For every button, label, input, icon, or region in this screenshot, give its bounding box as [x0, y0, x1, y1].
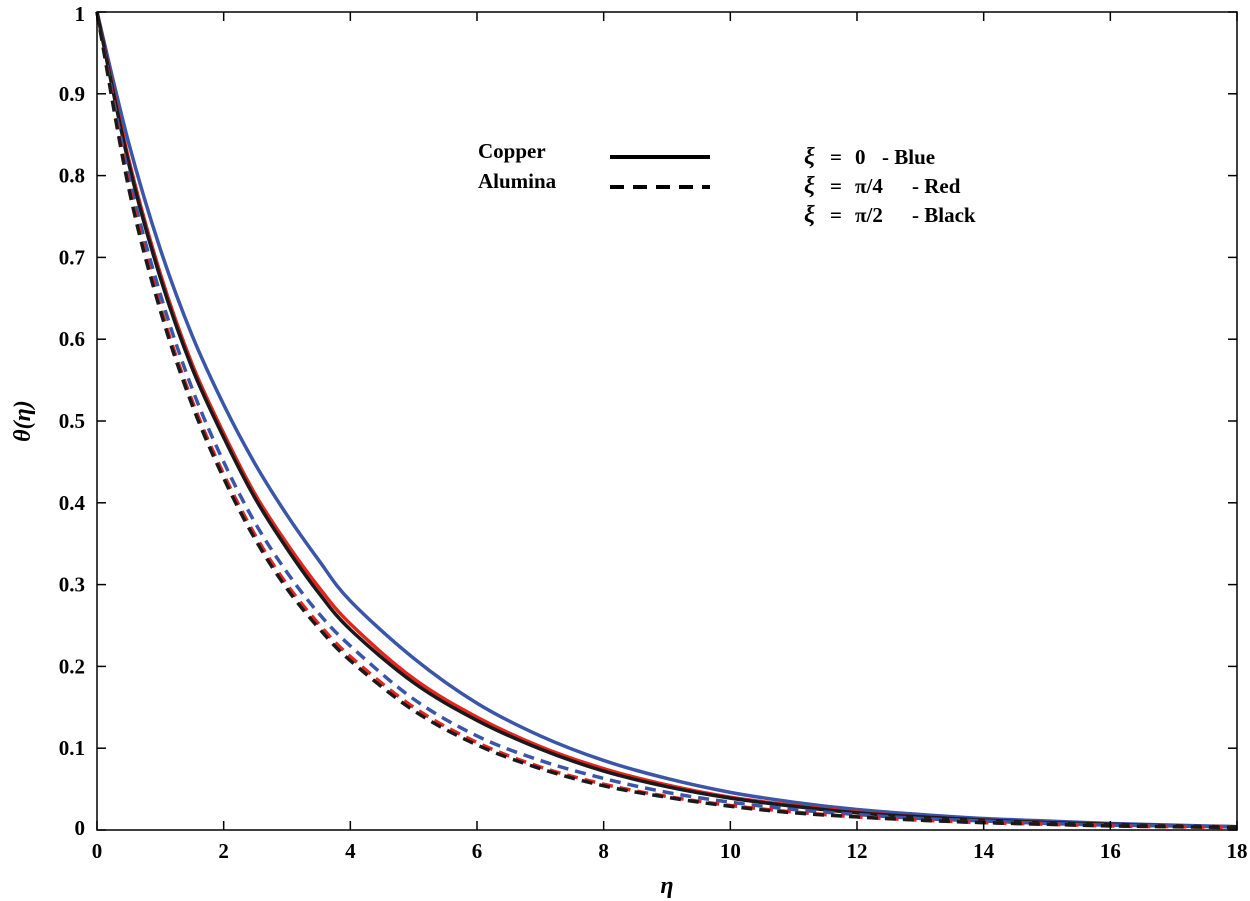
- y-tick-label: 0.4: [59, 491, 86, 515]
- y-tick-label: 0.7: [59, 245, 85, 269]
- legend-xi-value: π/2: [855, 203, 883, 227]
- y-tick-label: 0.6: [59, 327, 85, 351]
- legend-equals: =: [830, 174, 842, 198]
- legend-xi-symbol: ξ: [804, 144, 815, 170]
- x-tick-label: 12: [847, 839, 868, 863]
- legend-color-text: - Black: [912, 203, 976, 227]
- labels-layer: 0 2 4 6 8 10 12 14 16 1800.10.20.30.40.50.60.70.8…: [59, 2, 1248, 863]
- legend: Copper Alumina ξ = 0 - Blue ξ = π/4 - Re…: [478, 139, 976, 228]
- y-tick-label: 1: [75, 2, 86, 26]
- y-tick-label: 0.9: [59, 82, 85, 106]
- series-line-alumina-5: [95, 11, 1238, 830]
- series-layer: [95, 11, 1238, 830]
- series-line-copper-1: [95, 11, 1238, 829]
- legend-color-red: ξ = π/4 - Red: [804, 173, 961, 199]
- x-tick-label: 0: [92, 839, 103, 863]
- series-line-alumina-3: [95, 11, 1238, 829]
- series-line-copper-2: [95, 11, 1238, 829]
- legend-color-black: ξ = π/2 - Black: [804, 202, 976, 228]
- series-line-copper-0: [95, 11, 1238, 829]
- y-tick-label: 0: [75, 816, 86, 840]
- legend-style-label-alumina: Alumina: [478, 169, 557, 193]
- x-tick-label: 14: [973, 839, 995, 863]
- y-tick-label: 0.2: [59, 654, 85, 678]
- legend-style-label-copper: Copper: [478, 139, 546, 163]
- x-tick-label: 6: [472, 839, 483, 863]
- legend-color-blue: ξ = 0 - Blue: [804, 144, 935, 170]
- legend-xi-value: π/4: [855, 174, 883, 198]
- y-tick-label: 0.3: [59, 573, 85, 597]
- ticks-layer: [96, 11, 1238, 831]
- series-line-alumina-4: [95, 11, 1238, 830]
- legend-xi-value: 0: [855, 145, 866, 169]
- x-tick-label: 4: [345, 839, 356, 863]
- x-tick-label: 16: [1100, 839, 1121, 863]
- x-tick-label: 8: [598, 839, 609, 863]
- legend-equals: =: [830, 203, 842, 227]
- y-tick-label: 0.8: [59, 164, 85, 188]
- legend-color-text: - Blue: [882, 145, 935, 169]
- plot-frame: [96, 11, 1238, 831]
- y-tick-label: 0.1: [59, 736, 85, 760]
- legend-equals: =: [830, 145, 842, 169]
- x-tick-label: 2: [218, 839, 229, 863]
- legend-color-text: - Red: [912, 174, 961, 198]
- y-axis-label: θ(η): [10, 400, 36, 442]
- x-axis-label: η: [660, 873, 673, 899]
- x-tick-label: 18: [1227, 839, 1248, 863]
- legend-xi-symbol: ξ: [804, 202, 815, 228]
- x-tick-label: 10: [720, 839, 741, 863]
- legend-xi-symbol: ξ: [804, 173, 815, 199]
- y-tick-label: 0.5: [59, 409, 85, 433]
